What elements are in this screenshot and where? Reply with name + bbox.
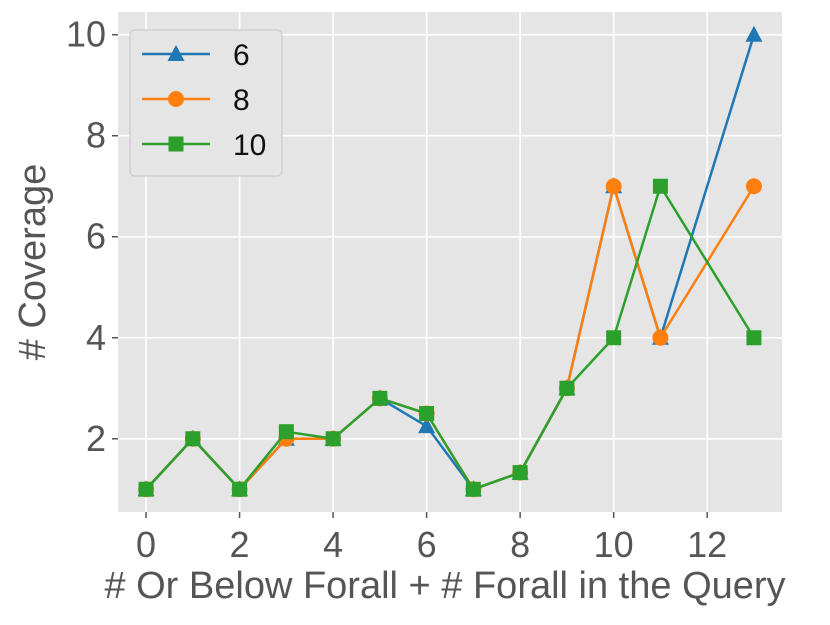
x-tick-label: 8 xyxy=(510,524,530,565)
data-point xyxy=(606,330,622,346)
data-point xyxy=(512,465,528,481)
x-tick-label: 4 xyxy=(323,524,343,565)
y-axis-ticks: 2 4 6 8 10 xyxy=(66,14,118,459)
legend-marker xyxy=(168,91,184,107)
data-point xyxy=(745,178,762,195)
y-tick-label: 4 xyxy=(86,317,106,358)
y-tick-label: 2 xyxy=(86,418,106,459)
legend-label: 6 xyxy=(233,39,250,72)
legend-item: 6 xyxy=(142,39,250,72)
y-tick-label: 8 xyxy=(86,115,106,156)
data-point xyxy=(372,390,388,406)
x-tick-label: 12 xyxy=(687,524,727,565)
data-point xyxy=(465,481,481,497)
y-tick-label: 10 xyxy=(66,14,106,55)
legend-box xyxy=(129,29,283,177)
data-point xyxy=(418,417,436,434)
legend-label: 8 xyxy=(233,84,250,117)
legend-label: 10 xyxy=(233,129,266,162)
data-point xyxy=(185,431,201,447)
data-point xyxy=(419,406,435,422)
legend-item: 10 xyxy=(142,129,266,162)
data-point xyxy=(278,424,294,440)
data-point xyxy=(652,329,669,346)
series-10 xyxy=(138,178,762,497)
x-tick-label: 0 xyxy=(136,524,156,565)
x-axis-ticks: 0 2 4 6 8 10 12 xyxy=(136,512,727,565)
data-point xyxy=(325,431,341,447)
data-point xyxy=(605,178,622,195)
y-axis-label: # Coverage xyxy=(12,164,54,360)
legend-marker xyxy=(167,45,185,61)
legend-marker xyxy=(168,136,184,152)
x-tick-label: 10 xyxy=(594,524,634,565)
x-axis-label: # Or Below Forall + # Forall in the Quer… xyxy=(104,565,785,607)
data-point xyxy=(745,25,763,42)
legend: 6 8 10 xyxy=(129,29,283,177)
series-group xyxy=(137,25,763,498)
x-tick-label: 2 xyxy=(230,524,250,565)
x-tick-label: 6 xyxy=(417,524,437,565)
data-point xyxy=(232,481,248,497)
data-point xyxy=(559,380,575,396)
data-point xyxy=(652,178,668,194)
y-tick-label: 6 xyxy=(86,216,106,257)
legend-item: 8 xyxy=(142,84,250,117)
data-point xyxy=(138,481,154,497)
data-point xyxy=(746,330,762,346)
grid xyxy=(118,12,782,512)
